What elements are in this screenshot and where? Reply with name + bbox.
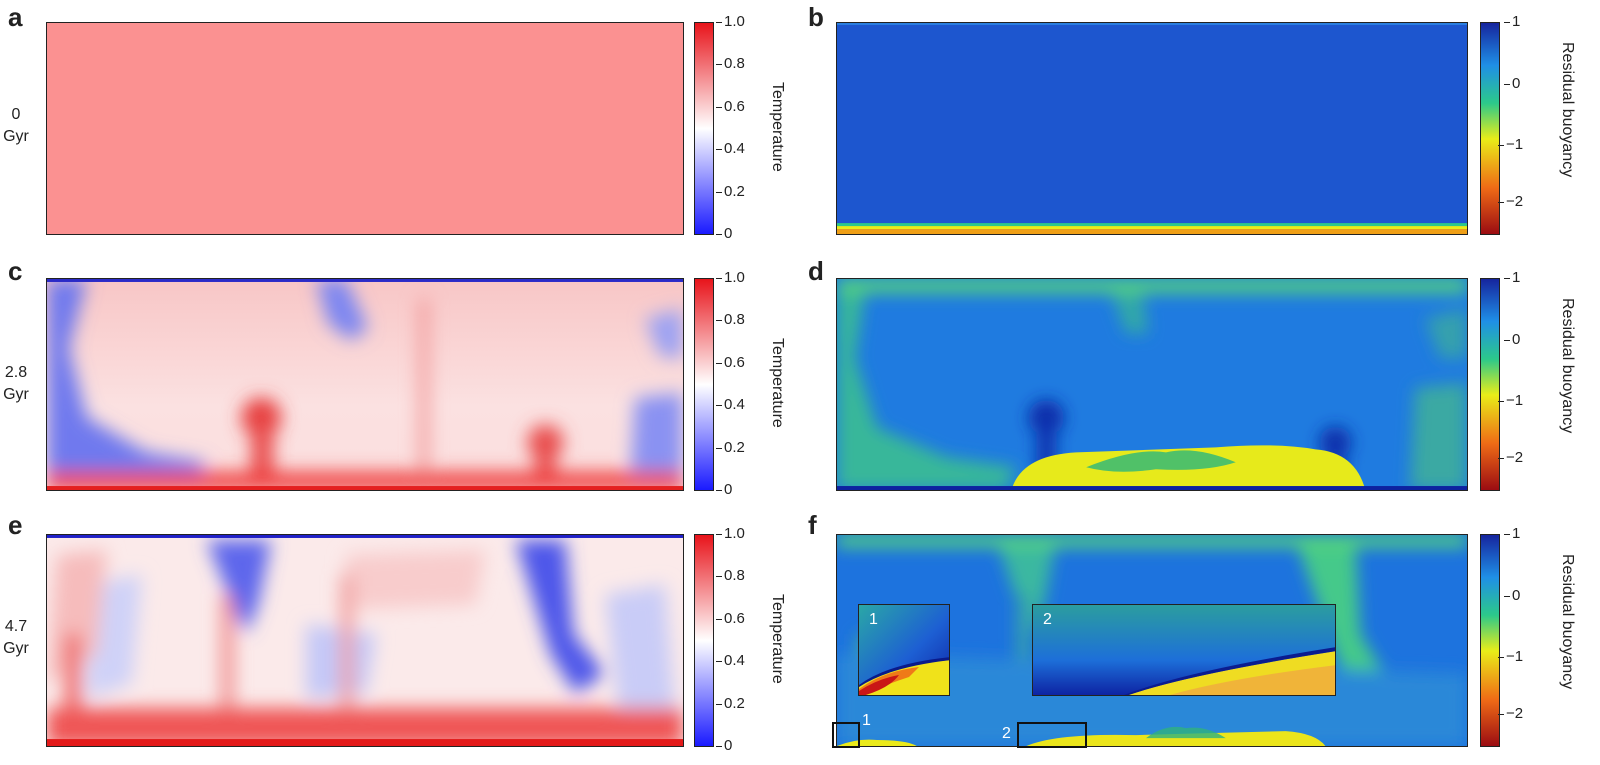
- buoyancy-tick: −2: [1497, 193, 1524, 210]
- temperature-tick: 0.2: [716, 439, 745, 456]
- zoom-box-label-1: 1: [862, 712, 871, 729]
- temperature-tick: 0.4: [716, 140, 745, 157]
- panel-letter-a: a: [8, 2, 23, 32]
- buoyancy-tick: 1: [1503, 13, 1521, 30]
- time-value: 4.7: [4, 618, 28, 635]
- temperature-colorbar-title: Temperature: [769, 338, 786, 428]
- buoyancy-tick: 1: [1503, 525, 1521, 542]
- temperature-tick: 0.4: [716, 396, 745, 413]
- time-unit: Gyr: [3, 128, 29, 145]
- temperature-colorbar-title: Temperature: [769, 82, 786, 172]
- temperature-tick: 0.4: [716, 652, 745, 669]
- time-value: 0: [11, 106, 21, 123]
- temperature-tick: 0.6: [716, 610, 745, 627]
- buoyancy-colorbar-d: [1480, 278, 1500, 491]
- buoyancy-tick: 0: [1503, 331, 1521, 348]
- buoyancy-colorbar-title: Residual buoyancy: [1559, 42, 1576, 178]
- panel-letter-c: c: [8, 256, 23, 286]
- temperature-colorbar-title: Temperature: [769, 594, 786, 684]
- temperature-tick: 0.2: [716, 695, 745, 712]
- temperature-field-e: [46, 534, 684, 747]
- buoyancy-tick: 0: [1503, 75, 1521, 92]
- temperature-tick: 0.6: [716, 98, 745, 115]
- panel-letter-b: b: [808, 2, 824, 32]
- temperature-tick: 0.2: [716, 183, 745, 200]
- buoyancy-field-b: [836, 22, 1468, 235]
- panel-letter-f: f: [808, 510, 817, 540]
- temperature-colorbar-a: [694, 22, 714, 235]
- zoom-inset-2: 2: [1032, 604, 1336, 696]
- buoyancy-tick: 0: [1503, 587, 1521, 604]
- zoom-box-2: [1017, 722, 1087, 748]
- time-label-0gyr: 0 Gyr: [0, 104, 36, 148]
- time-unit: Gyr: [3, 386, 29, 403]
- time-label-4.7gyr: 4.7 Gyr: [0, 616, 36, 660]
- temperature-tick: 0.8: [716, 311, 745, 328]
- buoyancy-colorbar-b: [1480, 22, 1500, 235]
- zoom-inset-1: 1: [858, 604, 950, 696]
- panel-letter-e: e: [8, 510, 23, 540]
- temperature-colorbar-e: [694, 534, 714, 747]
- buoyancy-tick: −1: [1497, 136, 1524, 153]
- temperature-tick: 1.0: [716, 269, 745, 286]
- temperature-colorbar-c: [694, 278, 714, 491]
- temperature-tick: 0.8: [716, 567, 745, 584]
- temperature-field-c: [46, 278, 684, 491]
- buoyancy-tick: −2: [1497, 449, 1524, 466]
- inset-label-1: 1: [869, 611, 878, 628]
- time-value: 2.8: [4, 364, 28, 381]
- buoyancy-tick: −2: [1497, 705, 1524, 722]
- temperature-tick: 1.0: [716, 13, 745, 30]
- zoom-box-1: [832, 722, 860, 748]
- buoyancy-colorbar-f: [1480, 534, 1500, 747]
- buoyancy-field-d: [836, 278, 1468, 491]
- buoyancy-colorbar-title: Residual buoyancy: [1559, 298, 1576, 434]
- zoom-box-label-2: 2: [1002, 725, 1011, 742]
- temperature-tick: 0: [715, 737, 733, 754]
- buoyancy-colorbar-title: Residual buoyancy: [1559, 554, 1576, 690]
- temperature-tick: 1.0: [716, 525, 745, 542]
- buoyancy-tick: −1: [1497, 392, 1524, 409]
- time-label-2.8gyr: 2.8 Gyr: [0, 362, 36, 406]
- inset-label-2: 2: [1043, 611, 1052, 628]
- panel-letter-d: d: [808, 256, 824, 286]
- temperature-tick: 0.6: [716, 354, 745, 371]
- temperature-field-a: [46, 22, 684, 235]
- temperature-tick: 0.8: [716, 55, 745, 72]
- temperature-tick: 0: [715, 225, 733, 242]
- buoyancy-tick: 1: [1503, 269, 1521, 286]
- temperature-tick: 0: [715, 481, 733, 498]
- time-unit: Gyr: [3, 640, 29, 657]
- buoyancy-tick: −1: [1497, 648, 1524, 665]
